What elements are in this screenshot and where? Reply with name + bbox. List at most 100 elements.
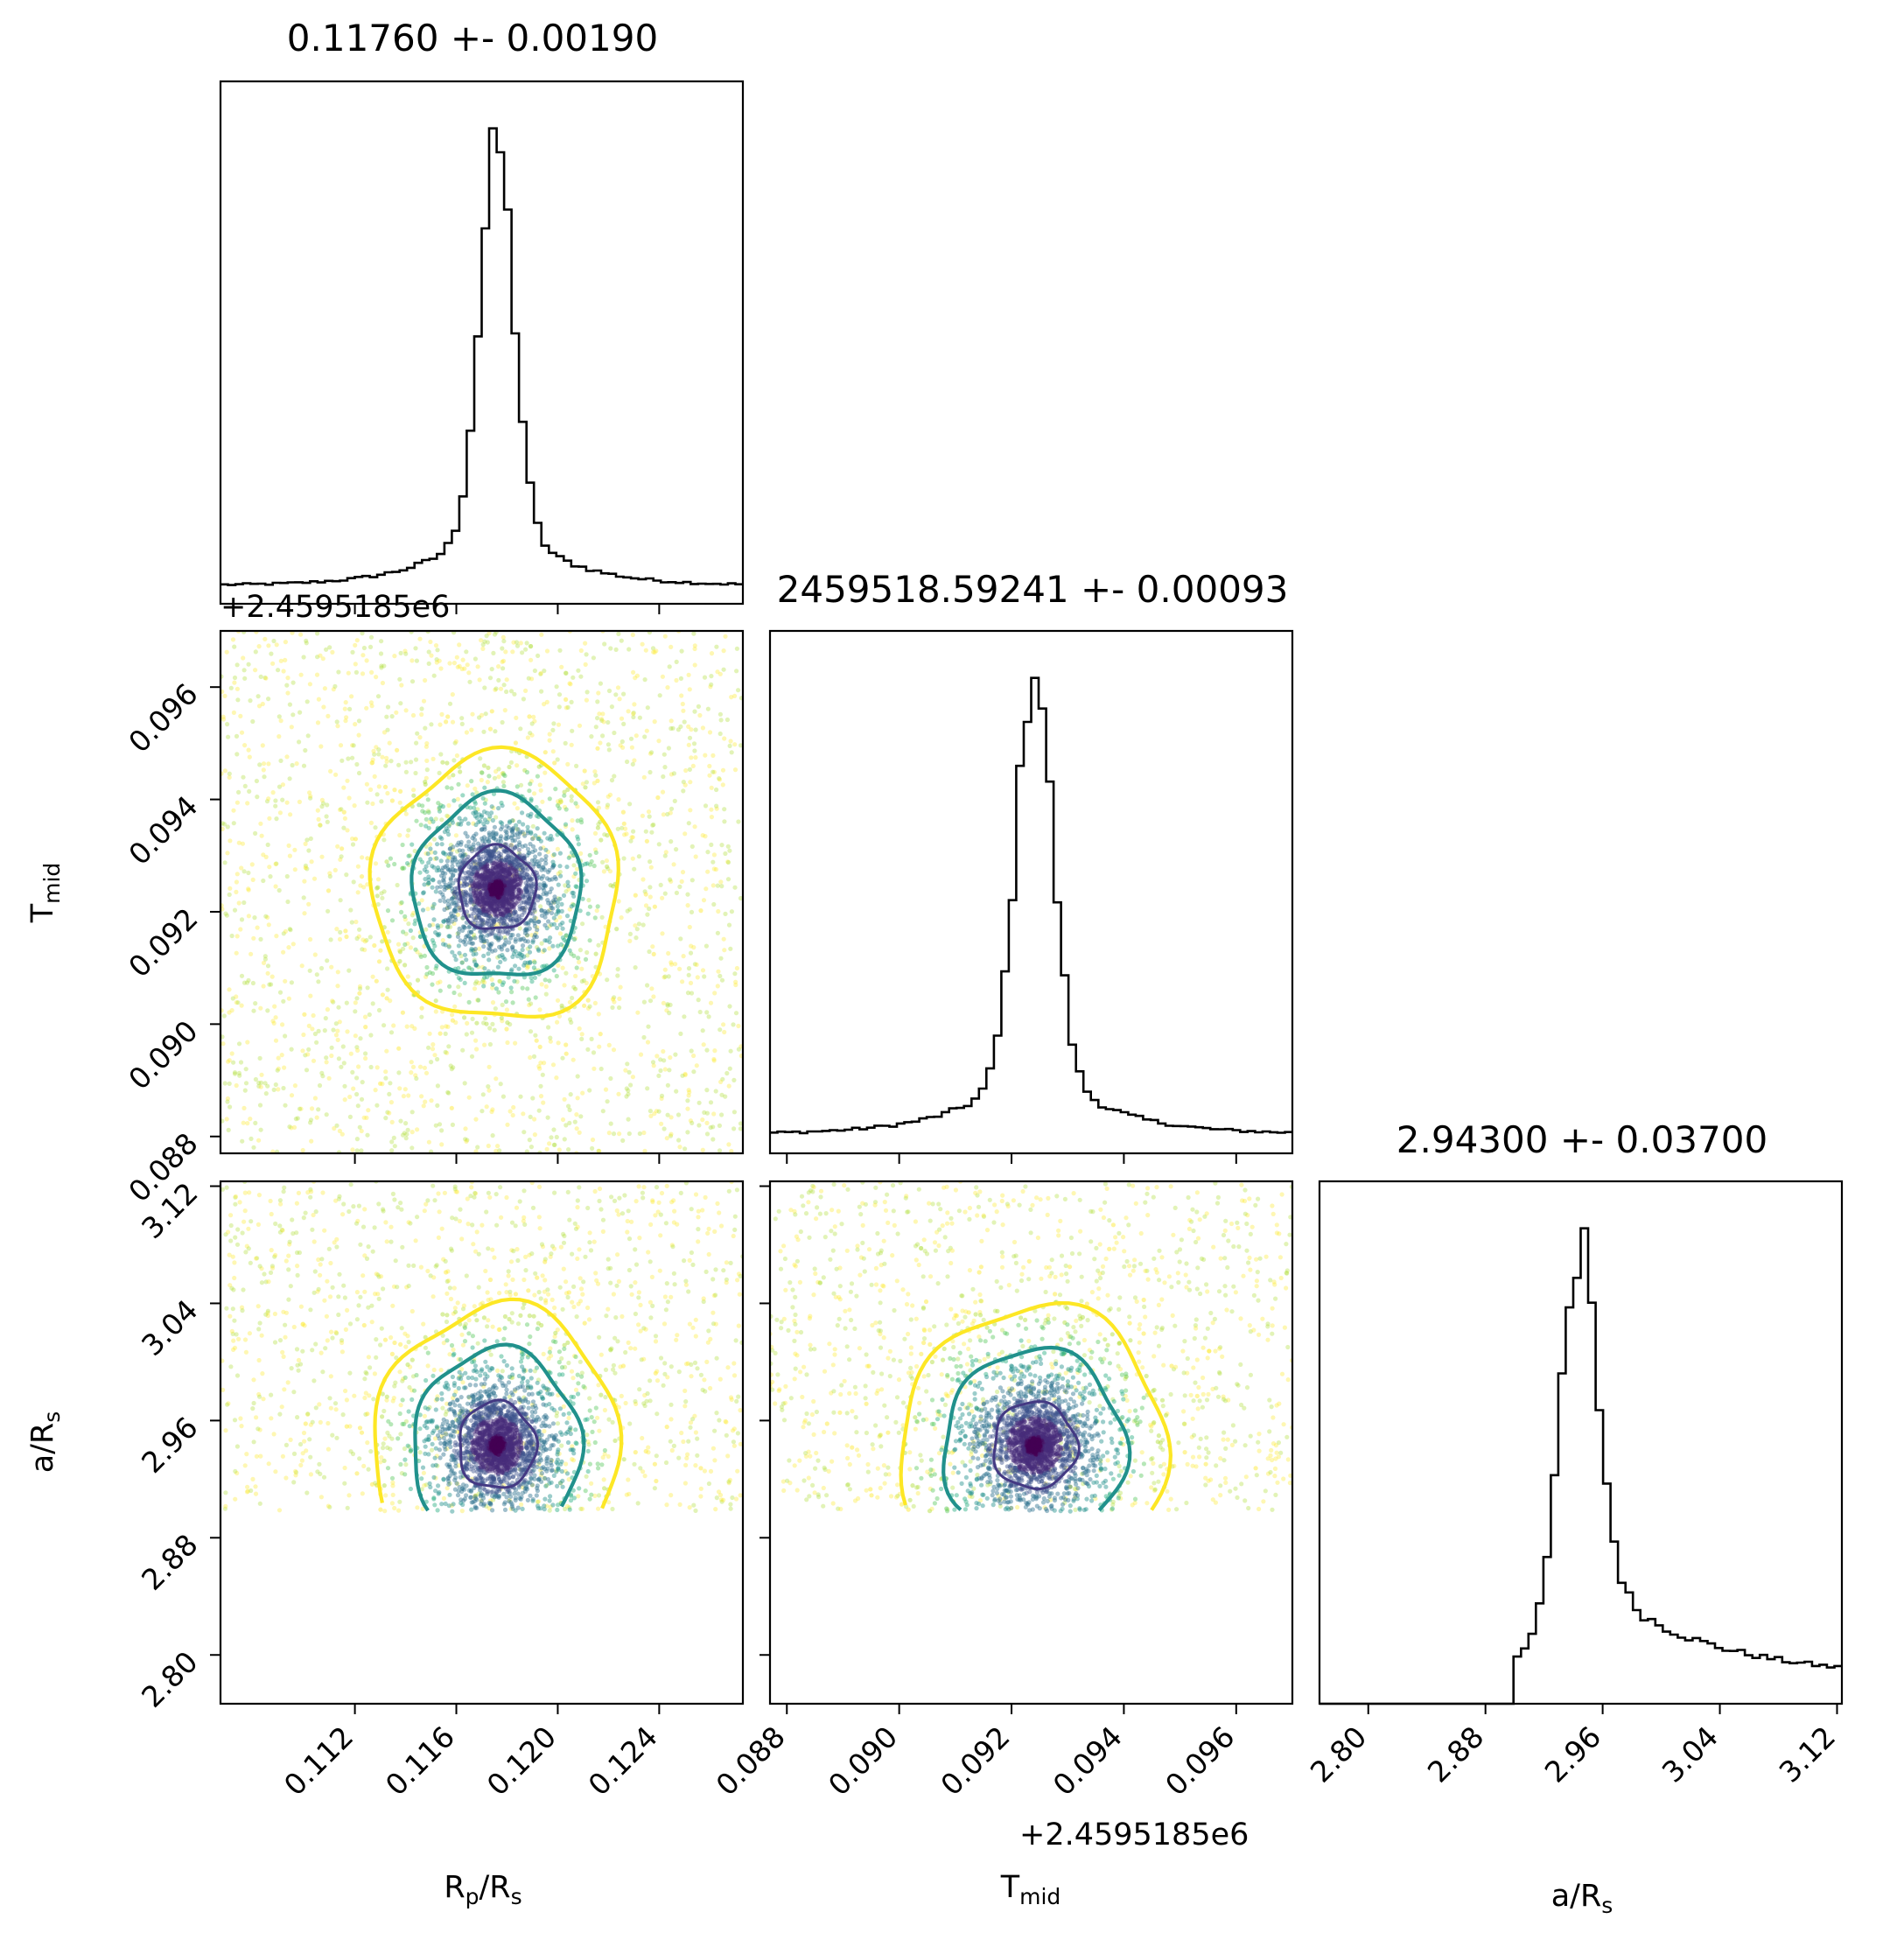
scatter-point <box>370 801 375 807</box>
scatter-point <box>649 830 654 835</box>
scatter-point <box>524 963 529 968</box>
scatter-point <box>496 886 501 891</box>
scatter-point <box>365 985 370 991</box>
scatter-point <box>640 813 646 818</box>
scatter-point <box>510 1277 515 1282</box>
scatter-point <box>567 948 572 953</box>
scatter-point <box>335 1037 340 1042</box>
scatter-point <box>456 781 461 787</box>
scatter-point <box>627 938 633 943</box>
scatter-point <box>575 1096 580 1101</box>
scatter-point <box>271 1432 276 1437</box>
scatter-point <box>536 764 542 769</box>
scatter-point <box>645 983 650 988</box>
scatter-point <box>729 695 734 700</box>
scatter-point <box>470 792 475 797</box>
scatter-point <box>574 1314 579 1320</box>
scatter-point <box>310 1227 315 1232</box>
scatter-point <box>486 890 493 895</box>
scatter-point <box>466 925 472 930</box>
scatter-point <box>237 1073 242 1078</box>
scatter-point <box>526 920 531 925</box>
scatter-point <box>493 886 498 891</box>
scatter-point <box>354 935 360 942</box>
scatter-point <box>463 852 468 858</box>
scatter-point <box>522 960 528 965</box>
scatter-point <box>500 880 506 886</box>
scatter-point <box>457 906 462 911</box>
scatter-point <box>500 634 506 641</box>
scatter-point <box>479 873 484 879</box>
scatter-point <box>562 793 567 798</box>
scatter-point <box>228 1283 233 1288</box>
scatter-point <box>430 877 436 882</box>
scatter-point <box>242 743 248 748</box>
scatter-point <box>370 974 375 979</box>
scatter-point <box>486 765 491 771</box>
scatter-point <box>555 1019 560 1025</box>
scatter-point <box>494 891 500 896</box>
scatter-point <box>269 1211 274 1217</box>
scatter-point <box>292 867 298 872</box>
scatter-point <box>426 877 431 883</box>
scatter-point <box>687 1321 693 1327</box>
scatter-point <box>452 857 458 862</box>
scatter-point <box>474 790 480 795</box>
scatter-point <box>704 1088 710 1093</box>
scatter-point <box>473 1038 479 1043</box>
scatter-point <box>492 883 497 888</box>
scatter-point <box>556 871 561 877</box>
scatter-point <box>525 953 530 958</box>
scatter-point <box>258 1084 263 1089</box>
scatter-point <box>711 852 718 858</box>
scatter-point <box>526 850 531 856</box>
scatter-point <box>556 692 563 697</box>
scatter-point <box>290 680 296 685</box>
scatter-point <box>479 638 484 643</box>
scatter-point <box>509 859 514 865</box>
scatter-point <box>662 1126 667 1131</box>
scatter-point <box>717 777 723 782</box>
scatter-point <box>482 1042 487 1047</box>
scatter-point <box>600 711 606 717</box>
scatter-point <box>435 932 440 937</box>
scatter-point <box>503 889 508 894</box>
scatter-point <box>482 883 487 888</box>
scatter-point <box>487 858 494 864</box>
scatter-point <box>512 863 517 868</box>
scatter-point <box>480 921 486 926</box>
scatter-point <box>703 803 709 809</box>
scatter-point <box>507 878 512 883</box>
scatter-point <box>428 846 433 851</box>
scatter-point <box>704 943 710 949</box>
scatter-point <box>485 907 490 913</box>
scatter-point <box>587 938 592 943</box>
scatter-point <box>728 1502 733 1507</box>
scatter-point <box>598 681 604 686</box>
scatter-point <box>464 935 469 940</box>
scatter-point <box>712 991 718 996</box>
scatter-point <box>600 1229 606 1234</box>
scatter-point <box>529 721 535 726</box>
scatter-point <box>533 1271 538 1276</box>
scatter-point <box>494 886 500 891</box>
scatter-point <box>587 852 592 858</box>
scatter-point <box>578 908 583 914</box>
scatter-point <box>585 1047 591 1052</box>
scatter-point <box>612 774 617 779</box>
scatter-point <box>366 1244 371 1250</box>
scatter-point <box>512 867 517 872</box>
scatter-point <box>570 818 575 823</box>
scatter-point <box>511 886 516 892</box>
scatter-point <box>621 821 626 826</box>
scatter-point <box>463 902 468 907</box>
scatter-point <box>221 822 228 827</box>
scatter-point <box>666 746 672 751</box>
scatter-point <box>397 949 402 955</box>
scatter-point <box>263 1091 269 1096</box>
scatter-point <box>500 659 505 664</box>
scatter-point <box>611 1362 617 1368</box>
scatter-point <box>479 857 484 862</box>
scatter-point <box>515 835 521 840</box>
scatter-point <box>674 677 679 683</box>
